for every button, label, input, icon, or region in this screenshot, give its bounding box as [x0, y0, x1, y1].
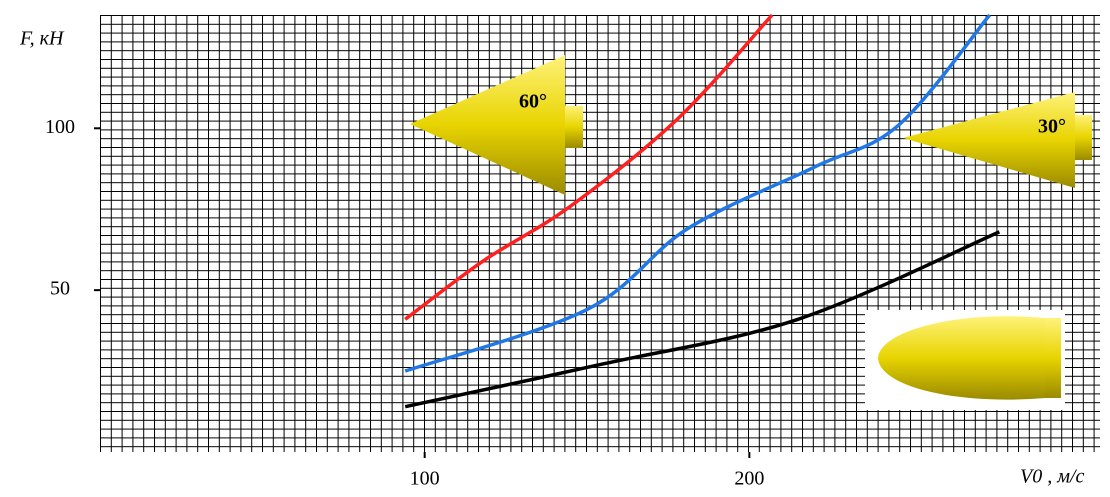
y-axis-label: F, кН	[19, 28, 65, 50]
annotation: 30°	[1038, 116, 1066, 138]
x-tick-label: 200	[734, 468, 764, 490]
y-tick-label: 100	[45, 116, 75, 138]
y-tick-label: 50	[50, 278, 70, 300]
bullet	[865, 310, 1065, 410]
chart: 60° 30° F, кН V0 , м/с 50 100 100 200	[0, 0, 1110, 497]
annotation: 60°	[519, 91, 547, 113]
x-axis-label: V0 , м/с	[1020, 466, 1085, 488]
x-tick-label: 100	[410, 468, 440, 490]
